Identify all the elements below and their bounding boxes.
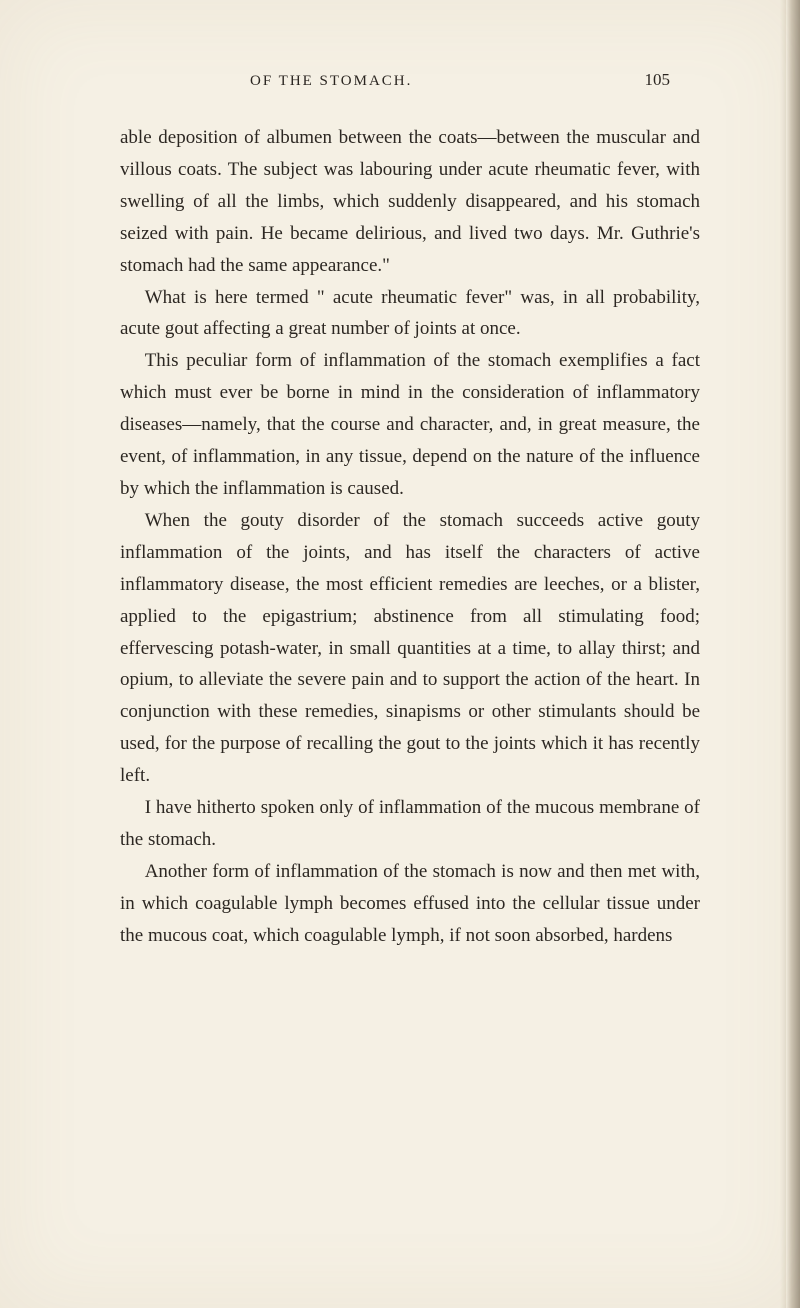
body-text: able deposition of albumen between the c… (120, 122, 700, 952)
page-header: OF THE STOMACH. 105 (120, 70, 700, 90)
page-edge-shadow (786, 0, 800, 1308)
paragraph-4: When the gouty disorder of the stomach s… (120, 505, 700, 792)
running-head: OF THE STOMACH. (250, 73, 412, 90)
paragraph-1: able deposition of albumen between the c… (120, 122, 700, 282)
paragraph-2: What is here termed " acute rheumatic fe… (120, 282, 700, 346)
paragraph-5: I have hitherto spoken only of inflammat… (120, 792, 700, 856)
paragraph-3: This peculiar form of inflammation of th… (120, 345, 700, 505)
page-container: OF THE STOMACH. 105 able deposition of a… (0, 0, 800, 1308)
page-number: 105 (645, 70, 671, 90)
paragraph-6: Another form of inflammation of the stom… (120, 856, 700, 952)
